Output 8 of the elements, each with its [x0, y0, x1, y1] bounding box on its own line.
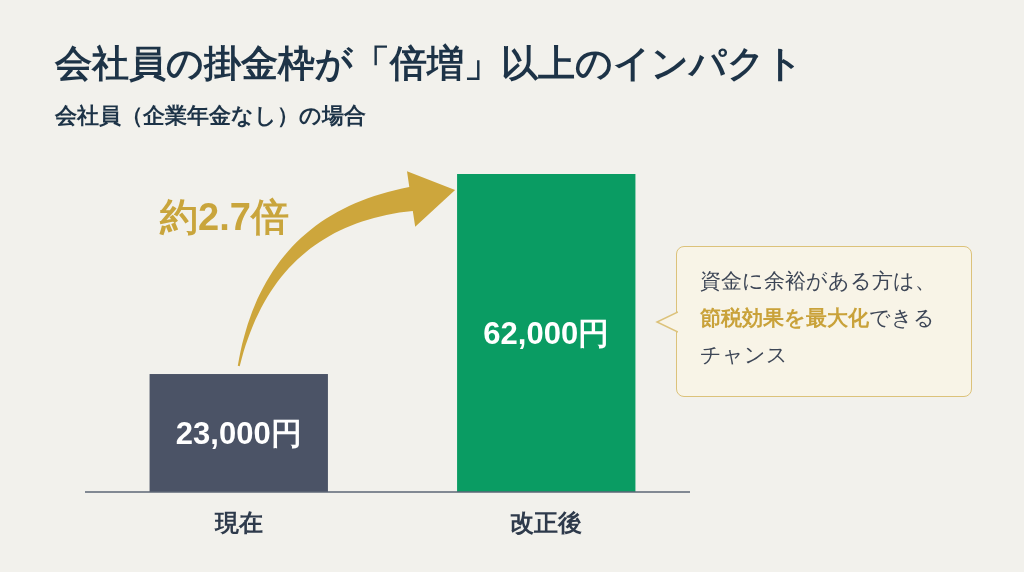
x-tick-label: 現在 — [214, 509, 263, 536]
data-label: 23,000円 — [175, 416, 302, 451]
title: 会社員の掛金枠が「倍増」以上のインパクト — [55, 43, 803, 84]
annotation: 約2.7倍 — [160, 196, 289, 238]
annotation: 資金に余裕がある方は、 節税効果を最大化できるチャンス — [700, 268, 937, 368]
subtitle: 会社員（企業年金なし）の場合 — [55, 103, 366, 128]
x-tick-label: 改正後 — [510, 509, 583, 536]
data-label: 62,000円 — [483, 316, 610, 351]
